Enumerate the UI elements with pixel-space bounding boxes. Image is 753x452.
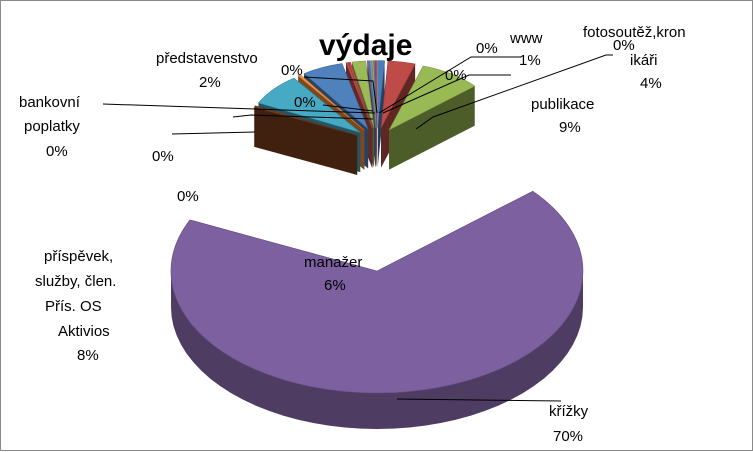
slice-red-small — [347, 61, 373, 129]
leader-line-krizky — [396, 398, 562, 402]
label-manazer: manažer — [304, 254, 362, 271]
label-publikace-pct: 9% — [559, 119, 581, 136]
label-zero-4: 0% — [294, 94, 316, 111]
label-prispevek-pct: 8% — [77, 347, 99, 364]
leader-line-predst — [232, 114, 374, 120]
leader-line-foto — [415, 54, 613, 130]
chart-title: výdaje — [319, 29, 412, 62]
label-zero-6: 0% — [177, 188, 199, 205]
pie-tops — [170, 60, 584, 394]
leader-line-www — [378, 56, 521, 114]
label-prispevek-1: příspěvek, — [44, 248, 113, 265]
slice-wall-publikace-1 — [389, 86, 475, 170]
label-bank-2: poplatky — [24, 118, 80, 135]
label-krizky-pct: 70% — [553, 428, 583, 445]
leader-line-zero-left — [171, 131, 256, 135]
slice-zero-b — [373, 60, 377, 128]
label-www: www — [509, 30, 543, 47]
label-publikace: publikace — [531, 96, 594, 113]
label-predstavenstvo-pct: 2% — [199, 74, 221, 91]
leader-line-zero-mid — [322, 104, 374, 112]
slice-wall-brown-small-1 — [255, 105, 358, 175]
slice-side-krizky — [171, 271, 583, 429]
label-prispevek-2: služby, člen. — [35, 273, 116, 290]
label-zero-5: 0% — [152, 148, 174, 165]
label-manazer-pct: 6% — [324, 277, 346, 294]
slice-wall-www-1 — [377, 60, 385, 168]
label-bank-pct: 0% — [46, 143, 68, 160]
leader-line-zero-www — [382, 74, 511, 114]
label-foto-line2: ikáři — [630, 52, 658, 69]
slice-orange-small — [297, 74, 365, 131]
label-krizky: křížky — [549, 403, 589, 420]
label-prispevek-3: Přís. OS — [45, 298, 102, 315]
label-zero-3: 0% — [281, 62, 303, 79]
label-www-pct: 1% — [519, 52, 541, 69]
label-foto-pct: 4% — [640, 75, 662, 92]
label-predstavenstvo: představenstvo — [156, 50, 258, 67]
leader-line-zero-top — [303, 76, 378, 114]
label-prispevek-4: Aktivios — [58, 323, 110, 340]
slice-predstavenstvo — [351, 60, 375, 129]
label-zero-2: 0% — [445, 67, 467, 84]
label-bank-1: bankovní — [19, 94, 81, 111]
slice-bankovni — [345, 62, 373, 129]
slice-teal-small — [369, 60, 377, 128]
slice-brown-small — [253, 105, 358, 136]
leader-line-bank — [102, 103, 376, 114]
label-zero-1: 0% — [476, 40, 498, 57]
slice-purple-small — [366, 60, 376, 128]
label-foto-zero: 0% — [613, 37, 635, 54]
slice-fotosoutez — [380, 60, 416, 129]
slice-prispevek — [257, 77, 361, 133]
leader-lines — [102, 54, 613, 402]
slice-www — [377, 60, 385, 128]
label-foto-line1: fotosoutěž,kron — [583, 24, 686, 41]
slice-krizky — [170, 190, 584, 394]
